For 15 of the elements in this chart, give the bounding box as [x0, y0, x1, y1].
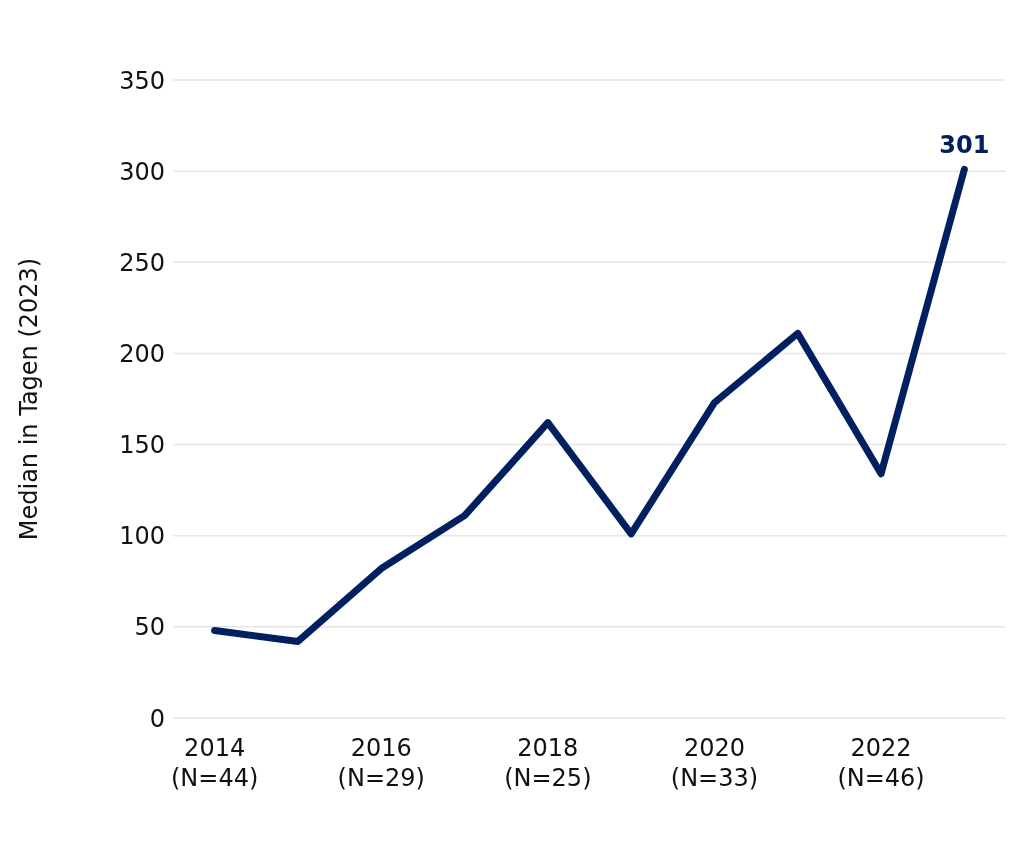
y-tick-label: 0: [149, 704, 165, 733]
y-tick-label: 50: [134, 613, 165, 642]
x-tick-label: 2022 (N=46): [837, 734, 925, 792]
x-tick-label: 2014 (N=44): [170, 734, 259, 792]
x-tick-label: 2020 (N=33): [670, 734, 759, 792]
x-tick-label: 2018 (N=25): [504, 734, 592, 792]
x-tick-label: 2016 (N=29): [337, 734, 425, 792]
y-tick-label: 150: [119, 431, 165, 460]
y-tick-label: 350: [119, 66, 165, 95]
y-tick-label: 200: [119, 339, 165, 368]
data-label: 301: [939, 131, 990, 160]
y-tick-label: 250: [119, 248, 165, 277]
y-tick-label: 100: [119, 522, 165, 551]
y-tick-label: 300: [119, 157, 165, 186]
y-axis-title: Median in Tagen (2023): [14, 257, 43, 541]
